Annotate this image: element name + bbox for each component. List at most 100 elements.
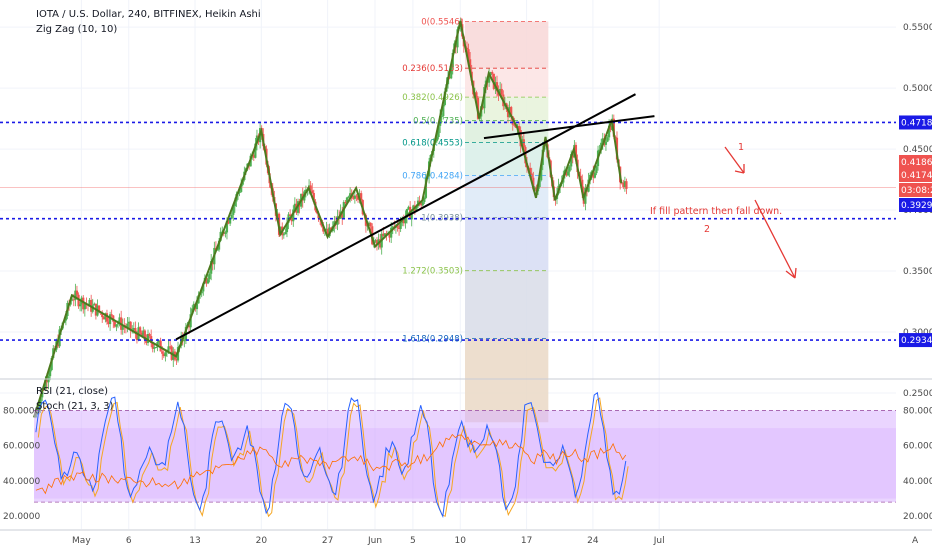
candle-body	[240, 184, 243, 192]
candle-body	[606, 137, 609, 142]
fib-zone	[465, 217, 549, 271]
trend-lines[interactable]	[175, 93, 655, 341]
candle-body	[607, 125, 611, 138]
candle-body	[143, 330, 146, 340]
candle-body	[415, 206, 418, 211]
candle-body	[88, 299, 91, 306]
fib-zone	[465, 338, 549, 423]
time-tick-label: May	[72, 536, 91, 546]
time-tick-label: 6	[126, 536, 132, 546]
time-tick-label: 17	[521, 536, 532, 546]
time-tick-label: 27	[322, 536, 333, 546]
candle-body	[566, 171, 570, 176]
candle-body	[227, 221, 230, 224]
candle-body	[579, 175, 582, 180]
candle-body	[581, 179, 584, 193]
candle-body	[407, 206, 410, 210]
candle-body	[252, 154, 255, 158]
candle-body	[487, 75, 491, 83]
fib-level-label: 1(0.3938)	[421, 214, 463, 224]
candle-body	[101, 312, 104, 318]
candle-body	[79, 304, 82, 307]
candle-body	[142, 330, 145, 336]
candle-body	[374, 240, 377, 242]
time-tick-label: Jul	[653, 536, 665, 546]
osc-right-tick: 20.0000	[903, 512, 932, 522]
price-tag	[899, 168, 932, 182]
price-tag	[899, 115, 932, 130]
candle-body	[202, 283, 205, 292]
candle-body	[82, 297, 85, 310]
candle-body	[293, 203, 296, 210]
candle-body	[232, 206, 235, 215]
candle-body	[500, 88, 503, 95]
candle-body	[284, 232, 287, 235]
candle-body	[39, 397, 42, 408]
candle-body	[353, 195, 356, 199]
candle-body	[325, 228, 328, 230]
candle-body	[529, 168, 532, 174]
candle-body	[347, 196, 350, 198]
candle-body	[216, 249, 219, 251]
auto-scale-label[interactable]: A	[912, 536, 919, 546]
horizontal-levels[interactable]	[0, 121, 896, 341]
candle-body	[352, 195, 355, 199]
candle-body	[423, 197, 426, 202]
candle-body	[367, 222, 371, 226]
candle-body	[97, 305, 101, 312]
candle-body	[532, 177, 535, 190]
candle-body	[311, 190, 314, 193]
arrow-2-icon	[754, 199, 797, 279]
candle-body	[210, 261, 213, 274]
candle-body	[513, 124, 516, 126]
candle-body	[77, 294, 80, 307]
candle-body	[71, 299, 74, 301]
time-axis[interactable]: May 6 13 20 27 Jun 5 10 17 24 Jul	[72, 536, 665, 546]
candle-body	[499, 88, 502, 96]
candle-body	[127, 321, 131, 324]
candle-body	[510, 107, 513, 117]
trend-line	[483, 115, 655, 140]
candle-body	[115, 324, 118, 327]
candle-body	[153, 347, 156, 349]
candle-body	[159, 340, 162, 352]
candle-body	[421, 201, 424, 206]
candle-body	[126, 323, 129, 329]
candle-body	[289, 214, 292, 216]
candle-body	[312, 192, 315, 202]
oscillator-axis-ticks: 80.0000 60.0000 40.0000 20.0000 80.0000 60.00…	[3, 406, 932, 522]
candle-body	[211, 261, 214, 265]
fib-zone-overlay	[465, 217, 549, 339]
candle-body	[56, 341, 60, 347]
candle-body	[481, 106, 484, 109]
arrow-1-icon	[724, 146, 745, 174]
candle-body	[570, 154, 573, 167]
candle-body	[290, 215, 293, 222]
candle-body	[369, 222, 372, 227]
price-tag-label: 0.2934	[901, 336, 932, 346]
time-tick-label: 10	[455, 536, 467, 546]
candle-body	[442, 104, 445, 116]
stoch-legend: Stoch (21, 3, 3)	[36, 401, 113, 412]
candle-body	[105, 313, 109, 322]
candle-body	[229, 218, 232, 224]
fibonacci-zones	[465, 21, 549, 423]
annotations[interactable]: 1 If fill pattern then fall down. 2	[650, 142, 797, 279]
candle-body	[200, 291, 203, 294]
candle-body	[205, 277, 208, 284]
candle-body	[540, 164, 543, 181]
candle-body	[568, 166, 571, 172]
candle-body	[187, 324, 191, 328]
candle-body	[592, 171, 595, 178]
fibonacci-levels[interactable]: 0(0.5546) 0.236(0.5163) 0.382(0.4926) 0.5(0…	[402, 17, 549, 344]
candle-body	[230, 214, 233, 219]
candle-body	[349, 193, 352, 197]
candle-body	[135, 333, 139, 341]
candle-body	[175, 358, 178, 361]
candle-body	[593, 173, 596, 178]
fib-level-label: 0.786(0.4284)	[402, 171, 463, 181]
candle-body	[161, 351, 164, 354]
candle-body	[238, 191, 241, 194]
osc-left-tick: 60.0000	[3, 442, 40, 452]
